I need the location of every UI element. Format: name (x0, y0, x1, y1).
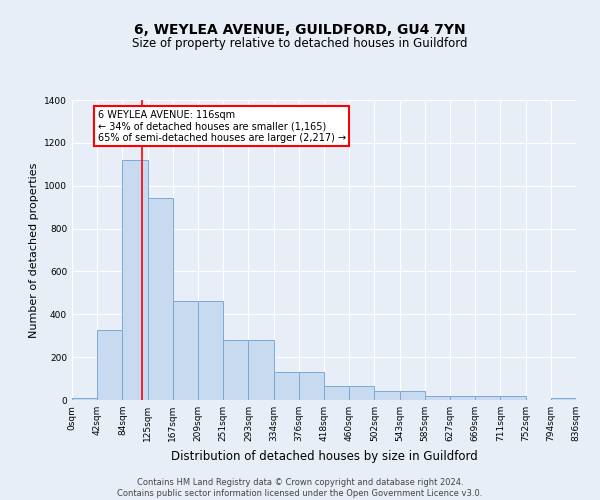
Text: Size of property relative to detached houses in Guildford: Size of property relative to detached ho… (132, 38, 468, 51)
Bar (173, 302, 198, 400)
Y-axis label: Number of detached properties: Number of detached properties (29, 162, 38, 338)
Bar (400, 392, 425, 400)
Bar (500, 396, 526, 400)
Bar (198, 302, 223, 400)
Bar (248, 340, 274, 400)
Bar (450, 396, 475, 400)
Bar (374, 392, 400, 400)
Bar (274, 372, 299, 400)
Text: Contains HM Land Registry data © Crown copyright and database right 2024.
Contai: Contains HM Land Registry data © Crown c… (118, 478, 482, 498)
Bar (148, 198, 173, 400)
Text: 6 WEYLEA AVENUE: 116sqm
← 34% of detached houses are smaller (1,165)
65% of semi: 6 WEYLEA AVENUE: 116sqm ← 34% of detache… (98, 110, 346, 143)
Bar (299, 372, 324, 400)
Bar (122, 160, 148, 400)
Bar (551, 398, 576, 400)
Bar (349, 386, 374, 400)
Bar (223, 340, 248, 400)
Bar (425, 396, 450, 400)
Bar (72, 398, 97, 400)
X-axis label: Distribution of detached houses by size in Guildford: Distribution of detached houses by size … (170, 450, 478, 462)
Bar (324, 386, 349, 400)
Bar (97, 330, 122, 400)
Text: 6, WEYLEA AVENUE, GUILDFORD, GU4 7YN: 6, WEYLEA AVENUE, GUILDFORD, GU4 7YN (134, 22, 466, 36)
Bar (475, 396, 500, 400)
